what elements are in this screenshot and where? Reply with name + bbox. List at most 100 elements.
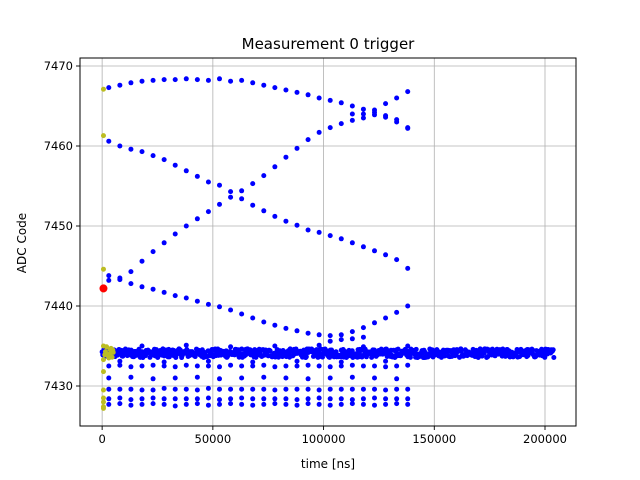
- data-point: [100, 399, 106, 405]
- data-point: [217, 304, 222, 310]
- data-point: [194, 77, 200, 83]
- data-point: [327, 375, 333, 381]
- data-point: [360, 401, 366, 407]
- data-point: [128, 402, 134, 408]
- data-point: [305, 227, 311, 233]
- data-point: [261, 208, 267, 214]
- data-point: [239, 188, 245, 194]
- data-point: [172, 403, 178, 409]
- data-point: [150, 401, 156, 407]
- data-point: [294, 358, 300, 364]
- data-point: [106, 401, 112, 407]
- data-point: [261, 374, 267, 380]
- data-point: [150, 395, 156, 401]
- data-point: [481, 350, 487, 356]
- data-point: [338, 100, 344, 106]
- data-point: [161, 289, 167, 295]
- data-point: [217, 364, 222, 370]
- data-point: [294, 328, 300, 334]
- data-point: [150, 387, 156, 393]
- data-point: [272, 343, 278, 349]
- data-point: [294, 386, 300, 392]
- data-point: [327, 386, 333, 392]
- data-point: [205, 77, 211, 83]
- data-point: [338, 332, 344, 338]
- data-point: [261, 401, 267, 407]
- data-point: [349, 336, 355, 342]
- data-point: [294, 222, 300, 228]
- data-point: [372, 112, 377, 118]
- data-point: [239, 363, 245, 369]
- data-point: [217, 376, 222, 382]
- data-point: [128, 397, 134, 403]
- data-point: [205, 385, 211, 391]
- data-point: [372, 363, 377, 369]
- data-point: [394, 386, 400, 392]
- data-point: [316, 129, 322, 135]
- y-axis-label: ADC Code: [15, 213, 29, 273]
- data-point: [183, 168, 189, 174]
- data-point: [250, 363, 256, 369]
- data-point: [405, 303, 411, 309]
- data-point: [150, 249, 156, 255]
- data-point: [150, 376, 156, 382]
- data-point: [194, 374, 200, 380]
- data-point: [161, 77, 167, 83]
- data-point: [316, 363, 322, 369]
- data-point: [349, 386, 355, 392]
- data-point: [360, 363, 366, 369]
- data-point: [205, 179, 211, 185]
- data-point: [327, 396, 333, 402]
- data-point: [283, 386, 289, 392]
- data-point: [383, 101, 389, 107]
- y-tick-label: 7430: [44, 379, 73, 393]
- data-point: [394, 257, 400, 263]
- data-point: [383, 252, 389, 258]
- data-point: [372, 375, 377, 381]
- data-point: [205, 395, 211, 401]
- data-point: [100, 387, 106, 393]
- data-point: [550, 347, 556, 353]
- data-point: [139, 401, 145, 407]
- data-point: [261, 396, 267, 402]
- data-point: [228, 401, 234, 407]
- data-point: [172, 396, 178, 402]
- data-point: [228, 194, 234, 200]
- data-point: [117, 358, 123, 364]
- data-point: [327, 402, 333, 408]
- data-point: [128, 364, 134, 370]
- data-point: [150, 77, 156, 83]
- plot-area-frame: [79, 57, 577, 427]
- data-point: [413, 346, 419, 352]
- data-point: [183, 362, 189, 368]
- data-point: [283, 375, 289, 381]
- data-point: [349, 397, 355, 403]
- data-point: [250, 359, 256, 365]
- data-point: [349, 240, 355, 246]
- data-point: [405, 125, 411, 131]
- data-point: [272, 387, 278, 393]
- data-point: [283, 325, 289, 331]
- data-point: [161, 157, 167, 163]
- data-point: [405, 343, 411, 349]
- data-point: [117, 395, 123, 401]
- data-point: [100, 357, 106, 363]
- data-point: [383, 364, 389, 370]
- data-point: [338, 121, 344, 127]
- data-point: [106, 85, 112, 91]
- data-point: [194, 387, 200, 393]
- data-point: [239, 196, 245, 202]
- data-point: [250, 181, 256, 187]
- data-point: [338, 396, 344, 402]
- data-point: [394, 119, 400, 125]
- data-point: [405, 89, 411, 95]
- data-point: [267, 348, 273, 354]
- data-point: [405, 401, 411, 407]
- data-point: [239, 401, 245, 407]
- data-point: [405, 396, 411, 402]
- data-point: [250, 386, 256, 392]
- data-point: [217, 386, 222, 392]
- data-point: [372, 402, 377, 408]
- data-point: [205, 363, 211, 369]
